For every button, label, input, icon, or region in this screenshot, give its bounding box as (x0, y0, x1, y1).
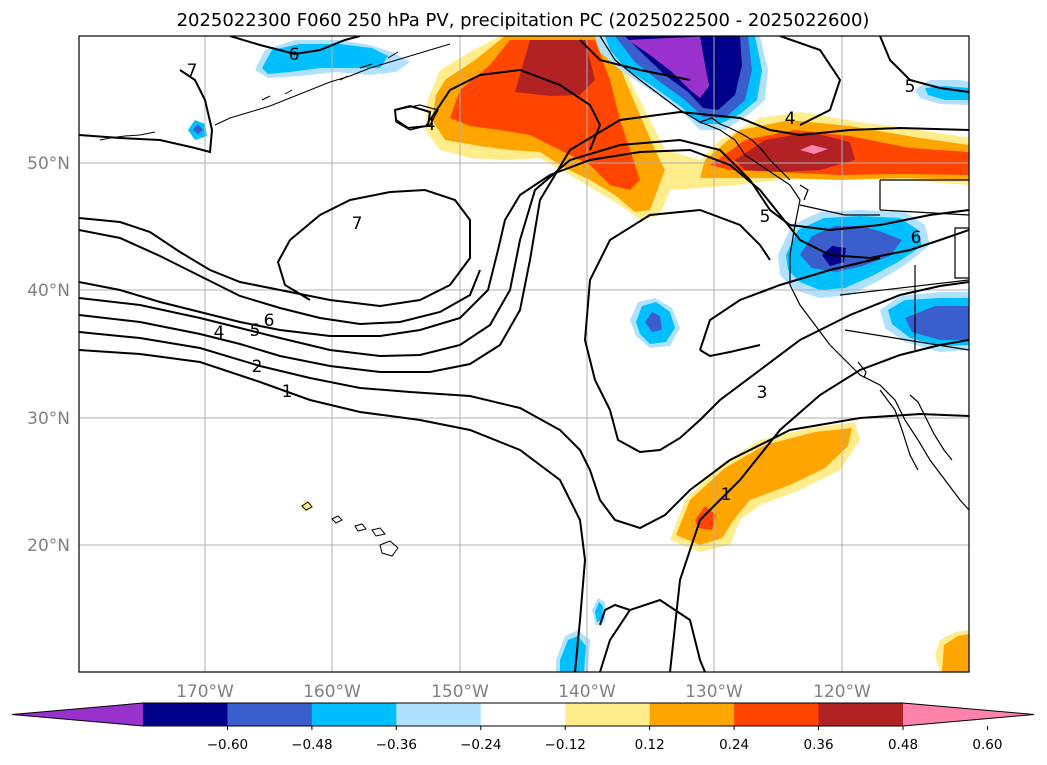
lat-label: 30°N (27, 409, 70, 429)
lon-label: 140°W (558, 682, 616, 702)
colorbar-segment (227, 703, 313, 726)
longitude-labels: 170°W 160°W 150°W 140°W 130°W 120°W (176, 682, 871, 702)
contour-label: 6 (911, 228, 922, 248)
colorbar-segment (734, 703, 820, 726)
contour-label: 4 (785, 109, 796, 129)
colorbar-tick-label: −0.36 (376, 737, 417, 753)
contour-label: 7 (352, 214, 363, 234)
colorbar-segment (396, 703, 482, 726)
positive-anomaly-subtropical (300, 422, 969, 672)
contour-label: 3 (757, 383, 768, 403)
lon-label: 130°W (685, 682, 743, 702)
lon-label: 120°W (813, 682, 871, 702)
colorbar-tick-label: 0.60 (972, 737, 1002, 753)
contour-label: 2 (252, 357, 263, 377)
colorbar-outline (11, 702, 1035, 727)
contour-label: 1 (721, 485, 732, 505)
contour-label: 1 (282, 382, 293, 402)
colorbar-tick-label: 0.36 (804, 737, 834, 753)
contour-labels: 7 6 5 4 7 6 5 4 2 1 3 1 5 6 4 (187, 45, 922, 505)
pv-contours (79, 36, 969, 672)
colorbar-segment (818, 703, 904, 726)
lon-label: 170°W (176, 682, 234, 702)
negative-anomaly-gulf-of-alaska (595, 36, 768, 130)
colorbar-tick-label: −0.24 (460, 737, 501, 753)
colorbar-tick-label: 0.24 (719, 737, 749, 753)
lat-label: 20°N (27, 536, 70, 556)
contour-label: 7 (187, 61, 198, 81)
colorbar-segment (480, 703, 566, 726)
contour-label: 4 (214, 323, 225, 343)
colorbar-segment (649, 703, 735, 726)
lon-label: 150°W (431, 682, 489, 702)
colorbar-tick-label: −0.60 (207, 737, 248, 753)
negative-anomaly-aleutians (188, 40, 969, 140)
aleutian-islands (99, 43, 451, 141)
map-title: 2025022300 F060 250 hPa PV, precipitatio… (177, 10, 870, 31)
map-content: 7 6 5 4 7 6 5 4 2 1 3 1 5 6 4 (79, 36, 969, 672)
colorbar-extend-high (903, 703, 1034, 726)
contour-label: 6 (264, 311, 275, 331)
colorbar-segment (311, 703, 397, 726)
contour-label: 6 (289, 45, 300, 65)
negative-anomaly-central-pacific (556, 298, 680, 672)
colorbar-tick-label: −0.48 (291, 737, 332, 753)
map-frame (78, 35, 970, 673)
contour-label: 5 (760, 207, 771, 227)
lat-label: 40°N (27, 281, 70, 301)
contour-label: 4 (425, 115, 436, 135)
colorbar-segment (565, 703, 651, 726)
lon-label: 160°W (303, 682, 361, 702)
contour-label: 5 (905, 77, 916, 97)
colorbar-extend-low (12, 703, 143, 726)
colorbar-segment (143, 703, 228, 726)
negative-anomaly-pacific-northwest (778, 210, 969, 352)
latitude-labels: 50°N 40°N 30°N 20°N (27, 154, 70, 556)
contour-label: 5 (250, 321, 261, 341)
colorbar: −0.60 −0.48 −0.36 −0.24 −0.12 0.12 0.24 0.36 0.4… (11, 702, 1035, 753)
colorbar-tick-label: 0.12 (635, 737, 665, 753)
lat-label: 50°N (27, 154, 70, 174)
coastlines (394, 36, 969, 511)
colorbar-tick-label: −0.12 (545, 737, 586, 753)
hawaii-islands (301, 501, 399, 557)
colorbar-tick-label: 0.48 (888, 737, 918, 753)
